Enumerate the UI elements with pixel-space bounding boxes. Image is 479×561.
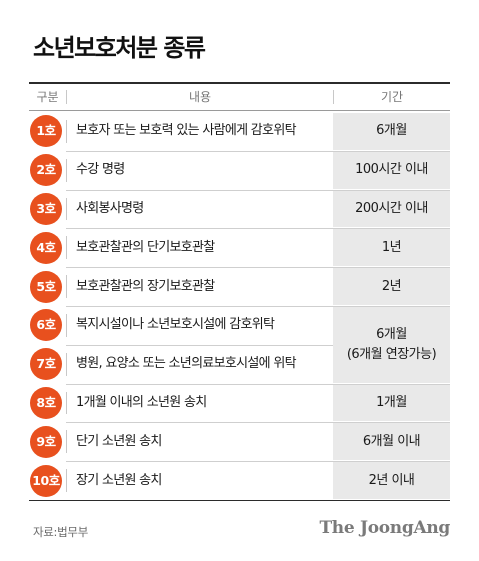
period-value: 6개월 — [376, 326, 407, 342]
row-separator — [66, 345, 333, 346]
row-separator — [66, 228, 450, 229]
period-value: 1년 — [381, 239, 402, 255]
row-content: 사회봉사명령 — [76, 201, 144, 216]
row-separator — [66, 422, 450, 423]
row-content: 장기 소년원 송치 — [76, 472, 162, 488]
row-separator — [66, 461, 450, 462]
row-divider — [66, 391, 67, 415]
row-content: 보호관찰관의 장기보호관찰 — [76, 278, 215, 294]
period-cell: 100시간 이내 — [333, 151, 450, 189]
row-divider — [66, 120, 67, 143]
brand-logo: The JoongAng — [319, 518, 450, 538]
row-content: 1개월 이내의 소년원 송치 — [76, 395, 207, 410]
period-value: 200시간 이내 — [355, 200, 428, 216]
row-badge: 3호 — [30, 193, 62, 225]
header-rule — [29, 110, 450, 111]
row-divider — [66, 314, 67, 337]
period-value: 6개월 이내 — [362, 433, 421, 449]
row-badge: 7호 — [30, 348, 62, 381]
row-content: 수강 명령 — [76, 162, 125, 178]
period-value: 100시간 이내 — [355, 162, 428, 178]
page-title: 소년보호처분 종류 — [33, 34, 206, 62]
row-badge: 2호 — [30, 154, 62, 187]
row-separator — [66, 190, 450, 191]
period-value: 6개월 — [376, 123, 407, 139]
period-cell: 200시간 이내 — [333, 190, 450, 228]
row-separator — [66, 384, 450, 385]
period-note: (6개월 연장가능) — [346, 346, 437, 362]
row-divider — [66, 197, 67, 221]
row-separator — [66, 306, 450, 307]
row-badge: 10호 — [30, 464, 62, 497]
period-cell: 1년 — [333, 229, 450, 267]
row-content: 복지시설이나 소년보호시설에 감호위탁 — [76, 317, 275, 333]
row-badge: 4호 — [30, 231, 62, 264]
row-badge: 1호 — [30, 115, 62, 148]
row-divider — [66, 430, 67, 454]
row-divider — [66, 352, 67, 376]
table-top-rule — [29, 82, 450, 84]
header-content: 내용 — [188, 90, 212, 104]
row-badge: 5호 — [30, 270, 62, 303]
table-bottom-rule — [29, 500, 450, 501]
row-separator — [66, 267, 450, 268]
period-cell: 6개월 (6개월 연장가능) — [333, 307, 450, 383]
header-period: 기간 — [380, 90, 404, 104]
period-value: 2년 이내 — [368, 472, 415, 488]
row-divider — [66, 236, 67, 260]
row-divider — [66, 158, 67, 182]
period-value: 1개월 — [376, 394, 407, 410]
header-divider — [66, 90, 67, 104]
period-cell: 1개월 — [333, 384, 450, 422]
row-divider — [66, 275, 67, 298]
header-category: 구분 — [36, 90, 59, 104]
row-separator — [66, 151, 450, 152]
row-content: 단기 소년원 송치 — [76, 433, 162, 449]
header-divider — [333, 90, 334, 104]
row-badge: 6호 — [30, 309, 62, 342]
row-divider — [66, 469, 67, 492]
period-cell: 2년 — [333, 268, 450, 305]
row-content: 보호관찰관의 단기보호관찰 — [76, 239, 215, 255]
row-badge: 8호 — [30, 387, 62, 419]
period-cell: 6개월 이내 — [333, 423, 450, 461]
row-badge: 9호 — [30, 425, 62, 458]
period-cell: 6개월 — [333, 113, 450, 150]
period-value: 2년 — [381, 278, 402, 294]
row-content: 보호자 또는 보호력 있는 사람에게 감호위탁 — [76, 123, 297, 139]
row-content: 병원, 요양소 또는 소년의료보호시설에 위탁 — [76, 356, 297, 372]
period-cell: 2년 이내 — [333, 462, 450, 499]
source-note: 자료:법무부 — [33, 525, 88, 539]
